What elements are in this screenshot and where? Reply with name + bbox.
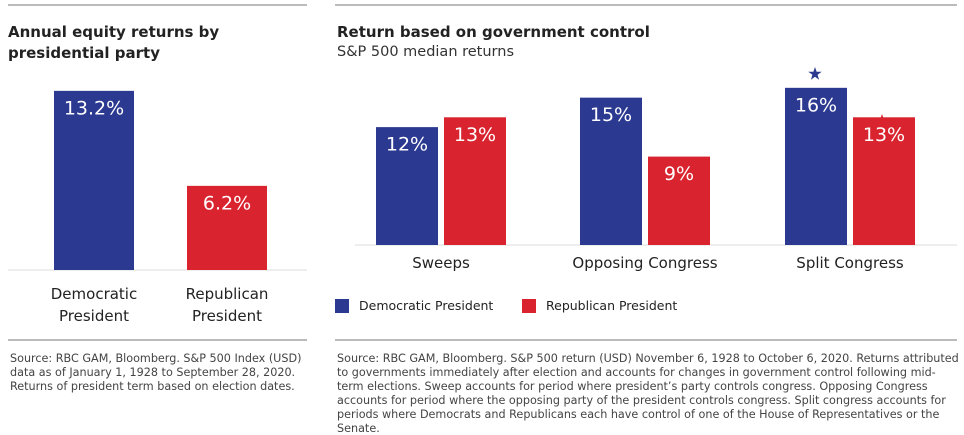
chart-title: Annual equity returns by presidential pa… — [8, 23, 220, 62]
bar — [580, 97, 642, 245]
source-note: Source: RBC GAM, Bloomberg. S&P 500 Inde… — [10, 352, 302, 393]
legend-label: Democratic President — [359, 298, 494, 313]
star — [808, 67, 822, 80]
x-tick-label: Sweeps — [412, 254, 470, 272]
value-label: 9% — [664, 163, 694, 185]
legend-label: Republican President — [546, 298, 678, 313]
value-label: 13% — [454, 124, 496, 146]
bar — [376, 127, 438, 245]
value-label: 13.2% — [64, 97, 124, 119]
bar — [853, 117, 915, 245]
value-label: 12% — [386, 134, 428, 156]
bar — [54, 90, 134, 270]
x-tick-label: Split Congress — [796, 254, 904, 272]
value-label: 16% — [795, 94, 837, 116]
value-label: 13% — [863, 124, 905, 146]
x-tick-label: Democratic President — [50, 285, 138, 325]
bar — [444, 117, 506, 245]
source-note: Source: RBC GAM, Bloomberg. S&P 500 retu… — [337, 352, 959, 435]
chart-title: Return based on government control — [337, 23, 650, 41]
value-label: 15% — [590, 104, 632, 126]
chart-subtitle: S&P 500 median returns — [337, 44, 515, 60]
bar — [187, 185, 267, 270]
bar — [648, 156, 710, 245]
x-tick-label: Republican President — [185, 285, 269, 325]
x-tick-label: Opposing Congress — [572, 254, 718, 272]
legend-swatch — [522, 299, 536, 313]
legend-swatch — [335, 299, 349, 313]
value-label: 6.2% — [203, 192, 251, 214]
bar — [785, 87, 847, 245]
